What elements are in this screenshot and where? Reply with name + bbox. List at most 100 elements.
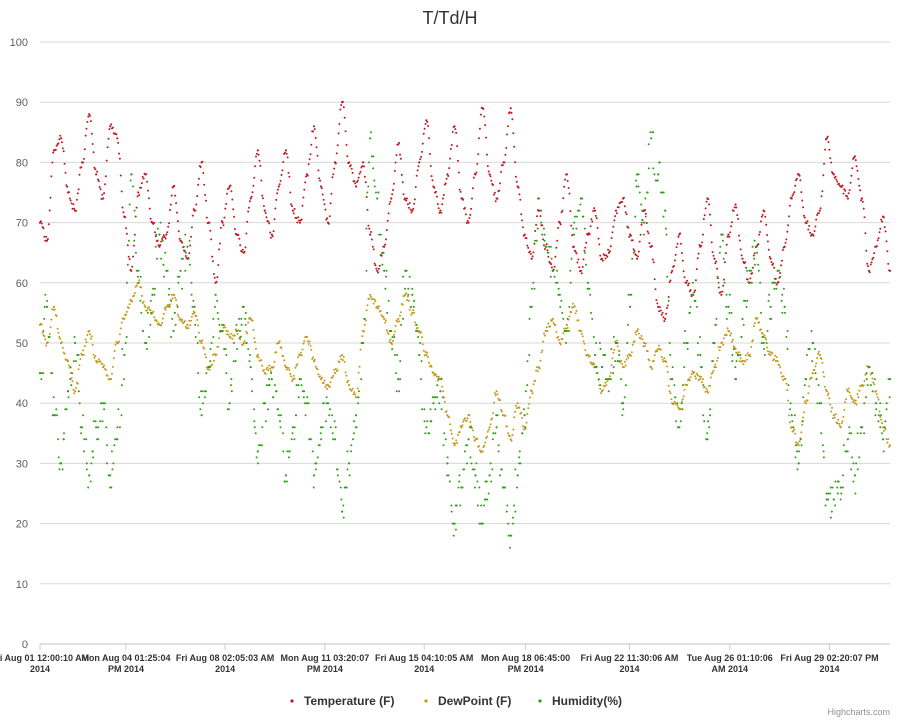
trace-dot <box>621 363 624 365</box>
trace-dot <box>329 381 332 384</box>
trace-dot <box>288 456 290 459</box>
trace-dot <box>757 269 760 272</box>
trace-dot <box>310 348 313 351</box>
trace-dot <box>335 152 338 155</box>
trace-dot <box>51 161 54 164</box>
trace-dot <box>667 296 670 298</box>
trace-dot <box>662 360 665 363</box>
trace-dot <box>543 332 545 335</box>
x-tick-label: Fri Aug 22 11:30:06 AM 2014 <box>581 653 679 674</box>
trace-dot <box>851 167 854 170</box>
trace-dot <box>532 383 535 386</box>
trace-dot <box>865 396 868 399</box>
trace-dot <box>52 396 55 399</box>
trace-dot <box>458 188 461 191</box>
trace-dot <box>343 360 346 363</box>
trace-dot <box>805 378 808 381</box>
trace-dot <box>306 174 309 177</box>
credits-link[interactable]: Highcharts.com <box>827 707 890 717</box>
trace-dot <box>420 331 423 334</box>
trace-dot <box>101 193 104 196</box>
trace-dot <box>645 222 648 224</box>
trace-dot <box>792 426 795 429</box>
trace-dot <box>627 356 630 359</box>
trace-dot <box>381 263 384 266</box>
trace-dot <box>92 456 95 459</box>
trace-dot <box>389 330 392 332</box>
trace-dot <box>399 311 402 314</box>
trace-dot <box>859 189 862 192</box>
trace-dot <box>391 336 394 338</box>
trace-dot <box>285 368 288 371</box>
trace-dot <box>449 157 452 160</box>
data-point <box>888 444 892 447</box>
trace-dot <box>561 337 564 340</box>
trace-dot <box>684 383 687 386</box>
data-point <box>614 209 618 212</box>
legend-item[interactable]: Humidity(%) <box>538 694 622 708</box>
trace-dot <box>222 326 225 329</box>
trace-dot <box>823 162 826 165</box>
trace-dot <box>450 504 453 507</box>
trace-dot <box>209 348 212 350</box>
trace-dot <box>802 396 805 399</box>
trace-dot <box>175 202 178 205</box>
trace-dot <box>236 348 239 350</box>
trace-dot <box>869 373 872 376</box>
trace-dot <box>436 203 439 205</box>
trace-dot <box>370 155 373 158</box>
trace-dot <box>728 235 731 238</box>
legend-item[interactable]: DewPoint (F) <box>424 694 511 708</box>
trace-dot <box>556 281 559 284</box>
trace-dot <box>574 215 576 218</box>
trace-dot <box>848 189 851 192</box>
trace-dot <box>477 153 480 156</box>
trace-dot <box>435 375 438 378</box>
trace-dot <box>436 396 439 399</box>
trace-dot <box>206 368 209 371</box>
trace-dot <box>219 226 222 229</box>
trace-dot <box>282 450 285 453</box>
trace-dot <box>575 309 578 312</box>
trace-dot <box>829 492 832 495</box>
trace-dot <box>676 402 679 405</box>
trace-dot <box>805 222 808 225</box>
trace-dot <box>795 177 798 180</box>
trace-dot <box>394 372 397 375</box>
trace-dot <box>345 374 348 377</box>
trace-dot <box>384 321 387 324</box>
trace-dot <box>155 233 158 236</box>
trace-dot <box>487 428 490 431</box>
trace-dot <box>70 202 73 205</box>
trace-dot <box>391 343 394 346</box>
trace-dot <box>159 244 162 247</box>
trace-dot <box>768 256 771 258</box>
trace-dot <box>143 172 146 175</box>
trace-dot <box>325 402 328 405</box>
data-point <box>376 269 379 272</box>
legend-item[interactable]: Temperature (F) <box>290 694 394 708</box>
trace-dot <box>680 242 682 245</box>
trace-dot <box>94 420 97 423</box>
data-point <box>565 323 569 326</box>
trace-dot <box>622 196 625 199</box>
trace-dot <box>857 178 860 180</box>
trace-dot <box>843 409 846 411</box>
data-point <box>193 305 196 308</box>
trace-dot <box>512 132 515 135</box>
trace-dot <box>323 203 326 206</box>
trace-dot <box>874 390 877 393</box>
trace-dot <box>652 261 655 264</box>
data-point <box>727 233 730 236</box>
trace-dot <box>212 273 215 275</box>
trace-dot <box>711 251 714 254</box>
trace-dot <box>831 406 833 409</box>
trace-dot <box>190 226 193 229</box>
trace-dot <box>173 311 176 314</box>
trace-dot <box>586 232 589 235</box>
trace-dot <box>872 256 875 259</box>
trace-dot <box>584 349 587 351</box>
trace-dot <box>725 317 728 320</box>
trace-dot <box>40 372 43 375</box>
trace-dot <box>209 229 212 232</box>
